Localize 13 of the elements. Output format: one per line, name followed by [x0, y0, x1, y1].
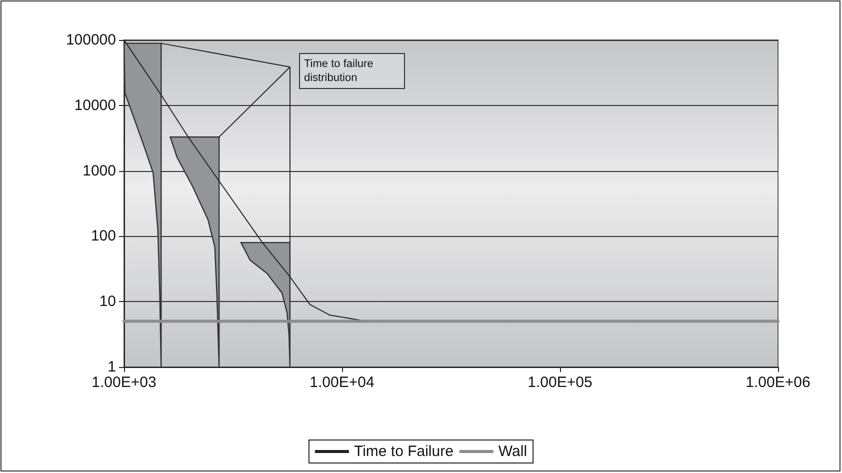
x-tick-label: 1.00E+06	[746, 374, 810, 391]
x-tick-label: 1.00E+03	[92, 374, 156, 391]
legend-label: Time to Failure	[354, 443, 454, 460]
y-tick-label: 10000	[74, 96, 116, 114]
legend-label: Wall	[498, 443, 528, 460]
y-tick-label: 10	[99, 293, 116, 310]
annotation: Time to failure distribution	[304, 58, 376, 84]
y-tick-label: 1000	[82, 162, 116, 180]
x-tick-label: 1.00E+04	[310, 374, 374, 391]
y-tick-label: 100000	[66, 32, 116, 48]
y-tick-label: 1	[108, 358, 116, 376]
x-tick-label: 1.00E+05	[528, 374, 592, 391]
y-tick-label: 100	[90, 228, 116, 245]
